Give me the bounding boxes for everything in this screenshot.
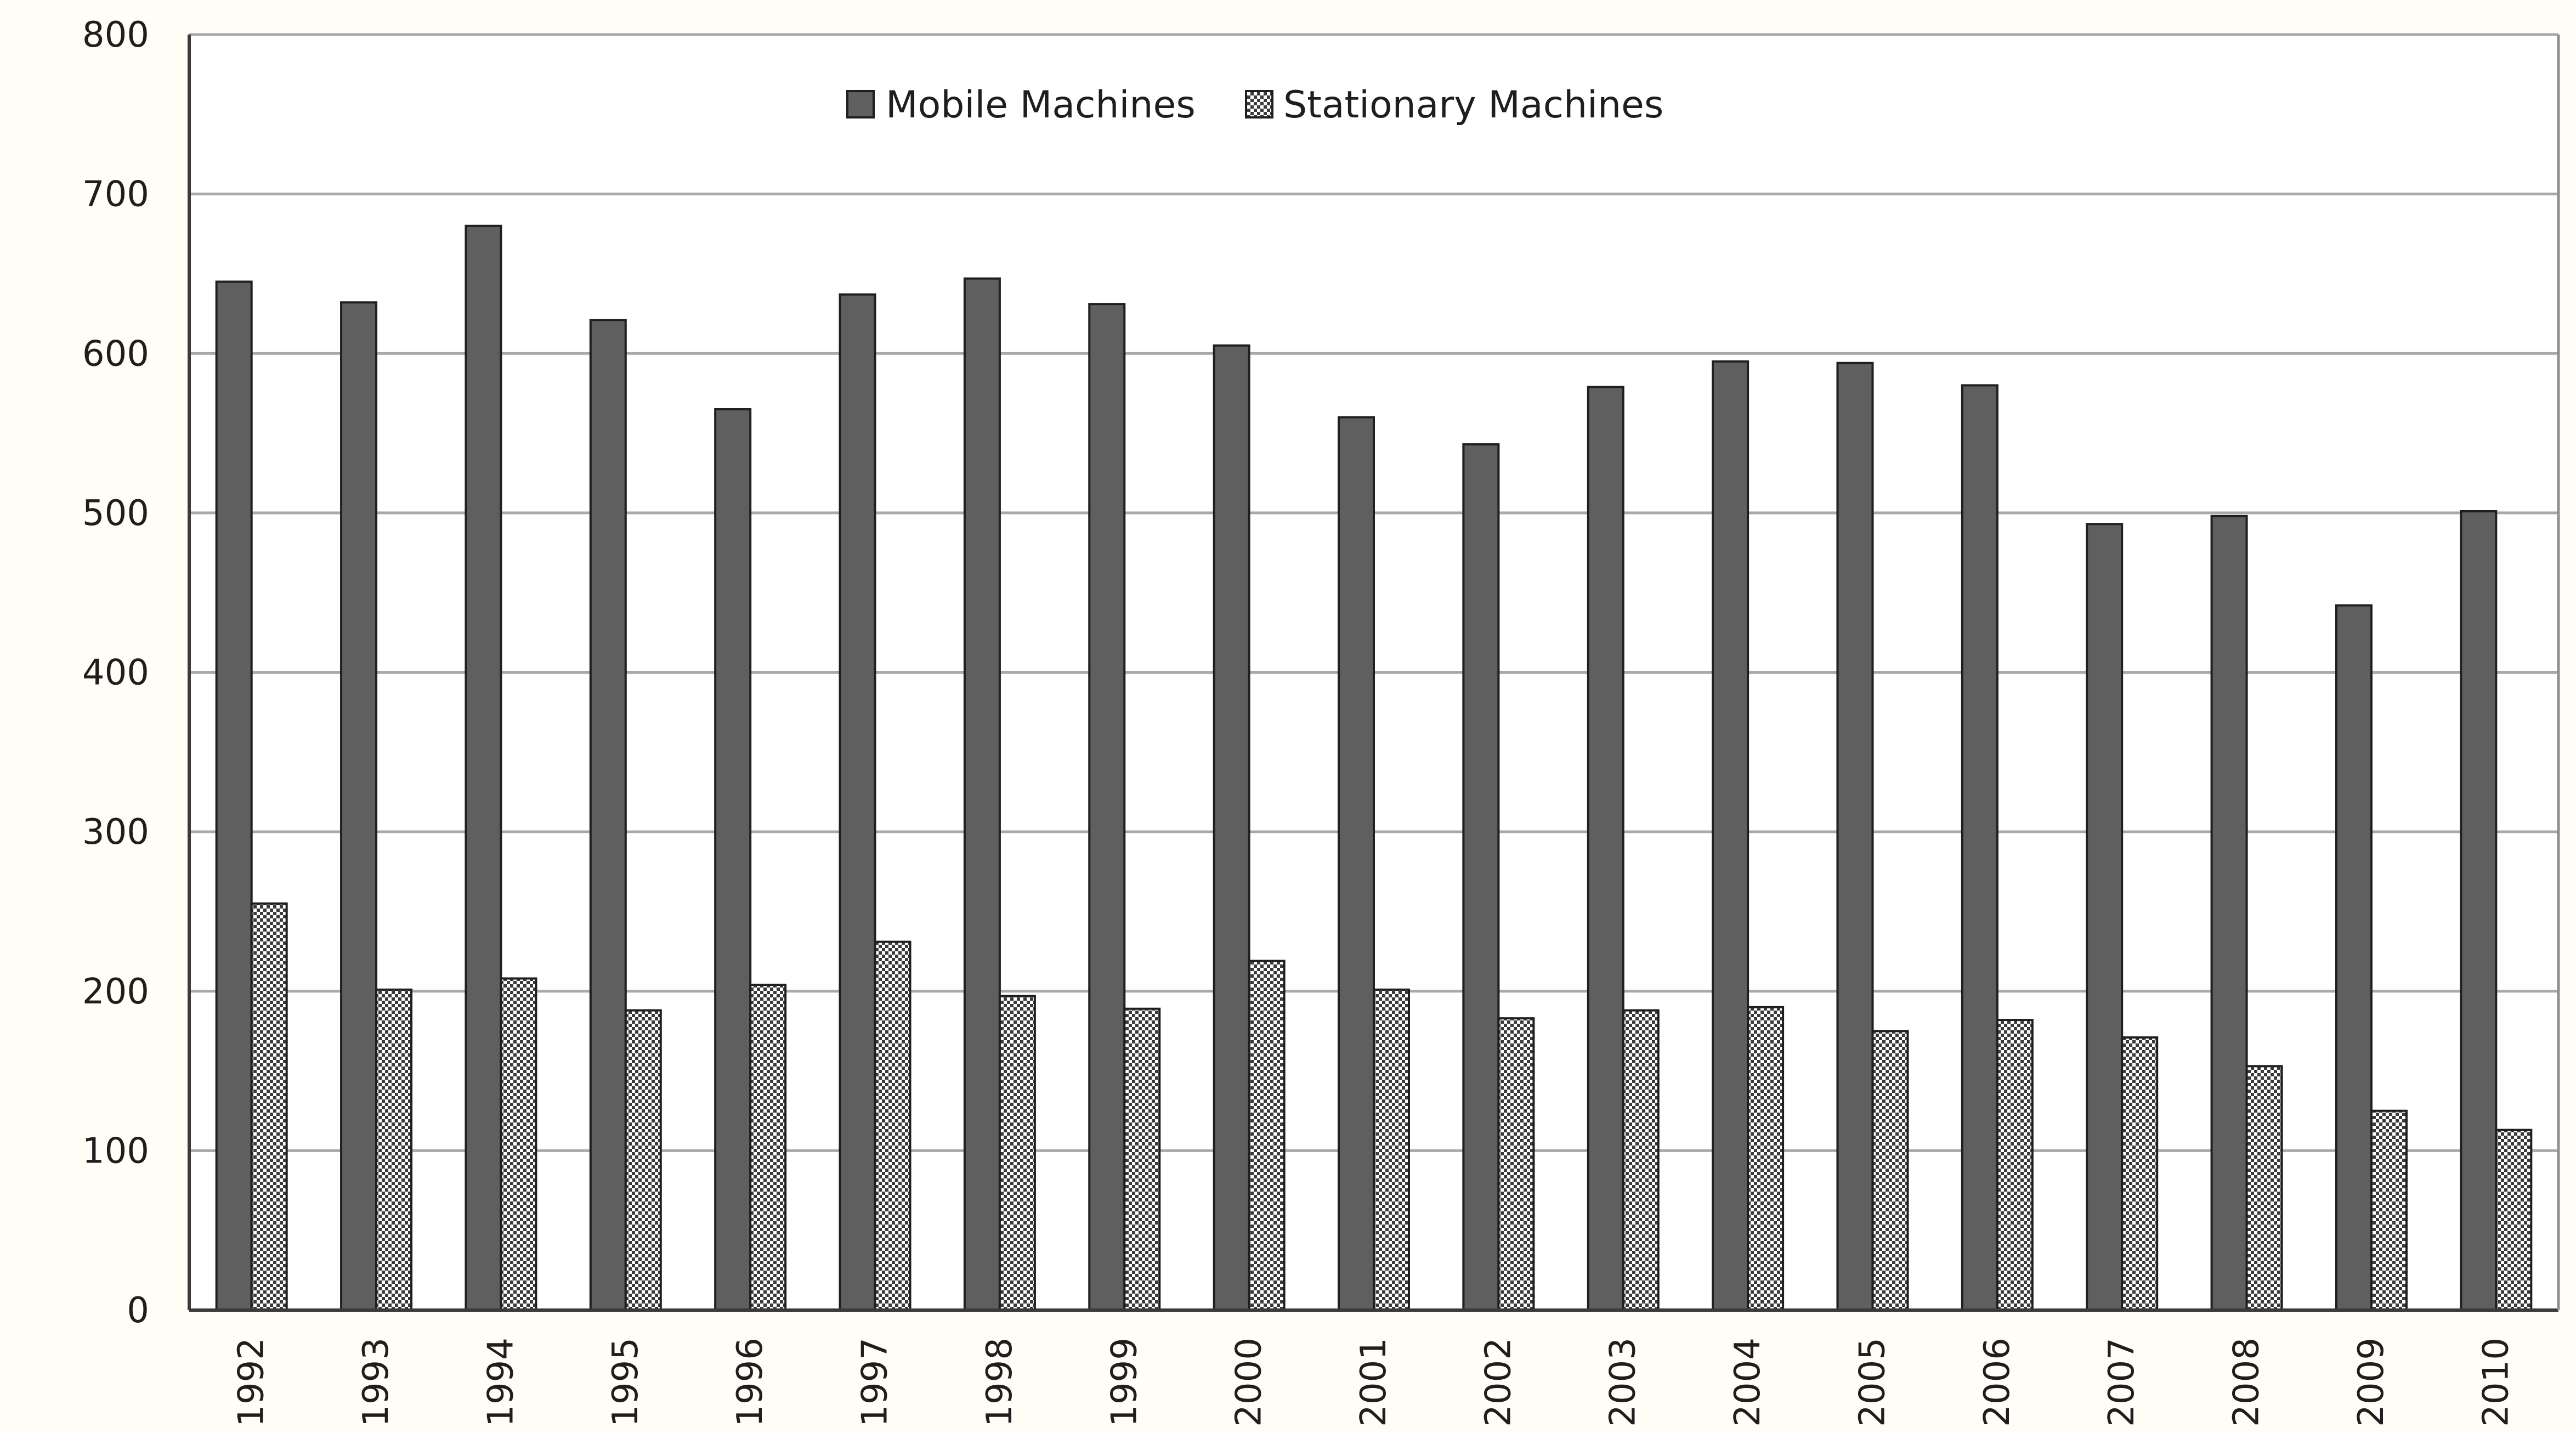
x-tick-label: 2009 (2351, 1338, 2392, 1427)
y-tick-label: 500 (82, 493, 149, 534)
bar-mobile-1993 (340, 301, 378, 1311)
x-tick-label: 1994 (480, 1338, 521, 1427)
bar-mobile-2001 (1338, 416, 1375, 1311)
bar-mobile-1999 (1088, 303, 1126, 1311)
y-tick-label: 100 (82, 1131, 149, 1171)
bar-stationary-2005 (1871, 1030, 1909, 1311)
bar-stationary-1992 (250, 902, 288, 1311)
y-tick-labels: 0 100 200 300 400 500 600 700 800 (82, 15, 149, 1331)
x-tick-label: 2004 (1728, 1338, 1768, 1427)
bar-mobile-2008 (2210, 515, 2248, 1311)
axes (188, 35, 2560, 1312)
bar-stationary-1996 (749, 984, 787, 1311)
x-tick-label: 1999 (1104, 1338, 1145, 1427)
bar-stationary-2007 (2121, 1036, 2159, 1311)
bar-stationary-1994 (500, 977, 537, 1311)
x-tick-label: 2001 (1354, 1338, 1394, 1427)
bar-mobile-2010 (2460, 510, 2498, 1311)
bar-stationary-1998 (998, 995, 1036, 1311)
x-tick-label: 2008 (2227, 1338, 2267, 1427)
x-tick-label: 1995 (605, 1338, 646, 1427)
bar-stationary-2001 (1373, 988, 1410, 1311)
legend-swatch (846, 90, 875, 119)
x-tick-label: 1998 (980, 1338, 1020, 1427)
x-tick-label: 2007 (2102, 1338, 2142, 1427)
x-tick-label: 1997 (855, 1338, 896, 1427)
x-tick-label: 2002 (1478, 1338, 1519, 1427)
bar-stationary-2009 (2370, 1109, 2408, 1311)
bar-stationary-1999 (1123, 1007, 1161, 1311)
x-tick-label: 2003 (1603, 1338, 1644, 1427)
bar-mobile-1992 (215, 280, 253, 1311)
bar-stationary-2000 (1248, 960, 1286, 1311)
y-tick-label: 200 (82, 972, 149, 1012)
bar-mobile-1997 (839, 293, 876, 1311)
bar-mobile-2006 (1961, 384, 1998, 1311)
bar-mobile-1994 (465, 224, 502, 1311)
bar-stationary-2003 (1622, 1009, 1660, 1311)
y-tick-label: 700 (82, 174, 149, 215)
bars (215, 224, 2533, 1311)
bar-stationary-2008 (2245, 1065, 2283, 1311)
x-tick-label: 1993 (356, 1338, 397, 1427)
bar-mobile-2009 (2335, 604, 2373, 1311)
bar-mobile-2003 (1587, 386, 1624, 1311)
y-tick-label: 0 (127, 1290, 149, 1331)
x-tick-label: 2010 (2476, 1338, 2516, 1427)
bar-mobile-2005 (1836, 362, 1874, 1311)
bar-mobile-2004 (1712, 360, 1750, 1311)
legend-label: Mobile Machines (886, 83, 1196, 127)
bar-stationary-1995 (624, 1009, 662, 1311)
y-tick-label: 800 (82, 15, 149, 55)
bar-mobile-1996 (714, 408, 752, 1311)
x-tick-label: 1996 (730, 1338, 771, 1427)
bar-stationary-2006 (1996, 1019, 2034, 1311)
legend-swatch (1245, 90, 1273, 119)
bar-stationary-2002 (1497, 1017, 1535, 1311)
legend-label: Stationary Machines (1283, 83, 1663, 127)
bar-stationary-2004 (1747, 1006, 1785, 1311)
x-tick-labels: 1992 1993 1994 1995 1996 1997 1998 1999 2000 2001… (231, 1338, 2517, 1427)
bar-mobile-1995 (589, 319, 627, 1311)
x-tick-label: 1992 (231, 1338, 272, 1427)
x-tick-label: 2000 (1229, 1338, 1270, 1427)
bar-mobile-2007 (2086, 523, 2124, 1311)
bar-mobile-2000 (1213, 344, 1250, 1311)
bar-stationary-2010 (2495, 1129, 2533, 1311)
bar-stationary-1993 (375, 988, 413, 1311)
legend: Mobile Machines Stationary Machines (846, 83, 1663, 127)
bar-mobile-1998 (963, 277, 1001, 1311)
y-tick-label: 400 (82, 653, 149, 693)
x-tick-label: 2005 (1852, 1338, 1893, 1427)
bar-stationary-1997 (874, 940, 911, 1311)
bar-mobile-2002 (1462, 443, 1500, 1311)
y-tick-label: 600 (82, 334, 149, 374)
x-tick-label: 2006 (1977, 1338, 2018, 1427)
y-tick-label: 300 (82, 812, 149, 853)
